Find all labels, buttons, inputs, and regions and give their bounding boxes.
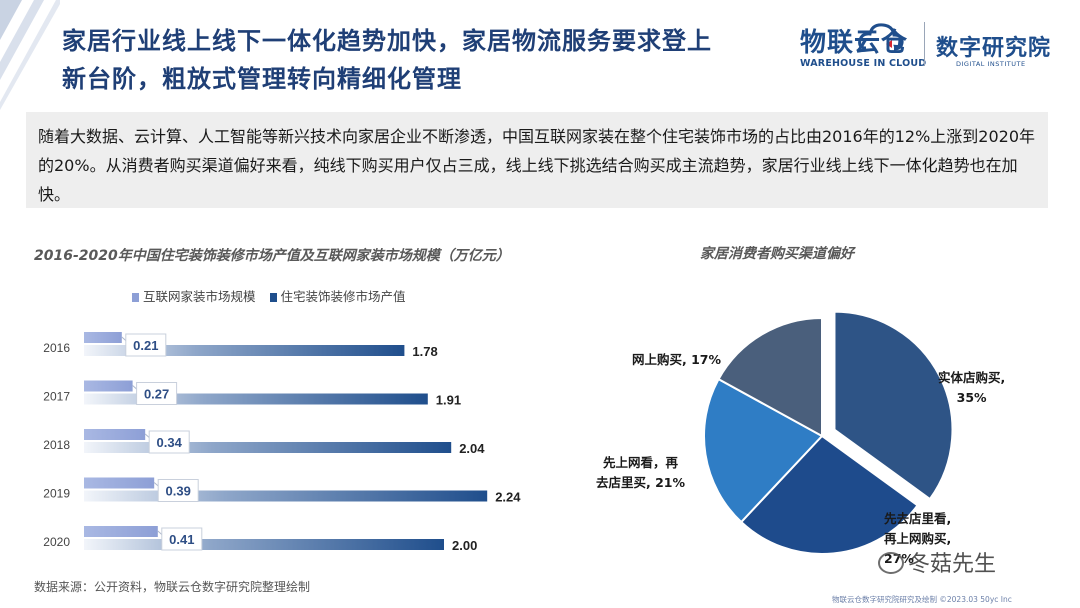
pie-label-online: 网上购买, 17% [632, 350, 721, 370]
wlyc-logo-cn: 物联云仓 [800, 28, 909, 58]
data-label-total: 1.78 [412, 344, 437, 359]
y-tick-label: 2019 [43, 487, 70, 501]
pie-label-offline-line2: 35% [956, 390, 987, 405]
page-title-line2: 新台阶，粗放式管理转向精细化管理 [62, 65, 462, 93]
page-title: 家居行业线上线下一体化趋势加快，家居物流服务要求登上 新台阶，粗放式管理转向精细… [62, 22, 802, 98]
pie-label-online-line1: 网上购买, 17% [632, 352, 722, 367]
bar-total [84, 442, 452, 453]
bar-chart: 2016 0.21 1.78 2017 0.27 1.91 2018 0.34 2.04 2019… [43, 332, 521, 553]
footer-text: 物联云仓数字研究院研究及绘制 ©2023.03 50yc Inc [832, 595, 1012, 604]
data-label-total: 1.91 [436, 393, 461, 408]
pie-label-offline: 实体店购买, 35% [938, 368, 1005, 408]
institute-logo: 数字研究院 DIGITAL INSTITUTE [932, 20, 1062, 76]
watermark-text: 冬菇先生 [908, 552, 997, 577]
pie-label-online-first: 先上网看，再 去店里买, 21% [596, 453, 685, 493]
data-label-online: 0.27 [144, 387, 169, 402]
pie-chart-title: 家居消费者购买渠道偏好 [700, 246, 854, 262]
online-label-box [148, 430, 190, 454]
wechat-icon [878, 552, 904, 574]
pie-chart [703, 310, 954, 555]
pie-label-store-first-line1: 先去店里看, [884, 511, 952, 526]
page-title-line1: 家居行业线上线下一体化趋势加快，家居物流服务要求登上 [62, 27, 712, 55]
legend-label-total: 住宅装饰装修市场产值 [280, 289, 406, 304]
data-label-total: 2.24 [495, 490, 521, 505]
pie-label-online-first-line2: 去店里买, 21% [596, 475, 686, 490]
online-label-box [161, 527, 203, 551]
legend-swatch-online [132, 293, 139, 302]
pie-slice-offline [833, 310, 954, 501]
y-tick-label: 2017 [43, 390, 70, 404]
data-label-total: 2.04 [459, 441, 485, 456]
watermark: 冬菇先生 [878, 546, 996, 578]
logo-divider [924, 22, 925, 66]
y-tick-label: 2018 [43, 438, 70, 452]
intro-text: 随着大数据、云计算、人工智能等新兴技术向家居企业不断渗透，中国互联网家装在整个住… [26, 112, 1048, 208]
bar-total [84, 345, 405, 356]
y-tick-label: 2020 [43, 535, 70, 549]
online-label-box [157, 479, 199, 502]
data-label-online: 0.34 [157, 435, 183, 450]
online-label-box [125, 333, 167, 357]
bar-online [84, 332, 122, 343]
legend-swatch-total [269, 293, 277, 302]
legend-item-online: 互联网家装市场规模 [132, 286, 256, 305]
corner-decoration [0, 0, 60, 110]
bar-online [84, 477, 155, 489]
legend-item-total: 住宅装饰装修市场产值 [269, 286, 406, 305]
bar-online [84, 429, 146, 440]
pie-label-offline-line1: 实体店购买, [938, 370, 1006, 385]
bar-online [84, 526, 158, 537]
bar-chart-legend: 互联网家装市场规模 住宅装饰装修市场产值 [132, 286, 416, 305]
data-source: 数据来源：公开资料，物联云仓数字研究院整理绘制 [34, 580, 311, 594]
pie-slice-online-first [703, 377, 824, 524]
bar-total [84, 539, 444, 550]
bar-online [84, 380, 133, 392]
institute-logo-en: DIGITAL INSTITUTE [956, 60, 1026, 68]
data-label-online: 0.39 [166, 484, 191, 499]
pie-label-store-first-line2: 再上网购买, [884, 531, 952, 546]
y-tick-label: 2016 [43, 341, 70, 355]
wlyc-logo-en: WAREHOUSE IN CLOUD [800, 58, 927, 69]
bar-chart-title: 2016-2020年中国住宅装饰装修市场产值及互联网家装市场规模（万亿元） [34, 248, 510, 264]
cloud-icon [858, 23, 904, 51]
online-label-box [136, 382, 178, 405]
wlyc-logo: 物联云仓 WAREHOUSE IN CLOUD [800, 18, 926, 74]
bar-total [84, 393, 428, 405]
pie-slice-online [717, 316, 823, 438]
data-label-total: 2.00 [452, 538, 477, 553]
bar-total [84, 490, 488, 502]
data-label-online: 0.21 [133, 338, 158, 353]
pie-slice-store-first [739, 434, 919, 555]
legend-label-online: 互联网家装市场规模 [143, 289, 256, 304]
data-label-online: 0.41 [169, 532, 194, 547]
pie-label-online-first-line1: 先上网看，再 [603, 455, 679, 470]
institute-logo-cn: 数字研究院 [936, 36, 1052, 61]
